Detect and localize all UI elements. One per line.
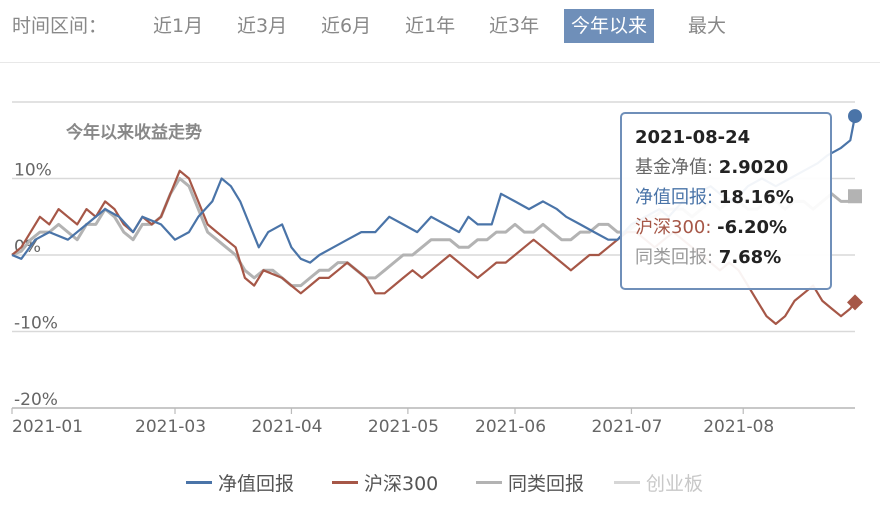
- x-tick-label: 2021-06: [475, 417, 546, 437]
- tooltip-label: 净值回报: [635, 187, 707, 208]
- range-tab-6m[interactable]: 近6月: [321, 15, 372, 37]
- tooltip-value: -6.20%: [717, 217, 788, 238]
- legend-item-chinext[interactable]: 创业板: [614, 468, 703, 500]
- legend-swatch: [332, 481, 358, 484]
- tooltip-label: 同类回报: [635, 247, 707, 268]
- legend-label: 净值回报: [218, 473, 295, 495]
- legend-item-fund[interactable]: 净值回报: [186, 468, 294, 500]
- x-tick-label: 2021-03: [135, 417, 206, 437]
- legend-label: 沪深300: [364, 473, 439, 495]
- tooltip-row-nav: 基金净值: 2.9020: [635, 153, 830, 183]
- range-selector-label: 时间区间：: [12, 15, 108, 37]
- y-tick-label: -10%: [14, 314, 58, 334]
- tooltip-sep: :: [707, 157, 719, 178]
- tooltip-sep: :: [705, 217, 718, 238]
- x-tick-label: 2021-05: [368, 417, 439, 437]
- tooltip-sep: :: [707, 247, 719, 268]
- range-tab-3m[interactable]: 近3月: [237, 15, 288, 37]
- tooltip-label: 沪深300: [635, 217, 706, 238]
- x-tick-label: 2021-08: [703, 417, 774, 437]
- legend-swatch: [614, 481, 640, 484]
- data-tooltip: 2021-08-24 基金净值: 2.9020 净值回报: 18.16% 沪深3…: [620, 112, 832, 290]
- chart-title: 今年以来收益走势: [66, 122, 202, 143]
- tooltip-value: 18.16%: [718, 187, 794, 208]
- range-tab-1m[interactable]: 近1月: [153, 15, 204, 37]
- tooltip-row-category: 同类回报: 7.68%: [635, 243, 830, 273]
- range-tab-max[interactable]: 最大: [688, 15, 727, 37]
- legend-swatch: [476, 481, 502, 484]
- tooltip-row-fund: 净值回报: 18.16%: [635, 183, 830, 213]
- range-tab-1y[interactable]: 近1年: [405, 15, 456, 37]
- tooltip-date: 2021-08-24: [635, 127, 751, 148]
- tooltip-label: 基金净值: [635, 157, 707, 178]
- range-tab-ytd[interactable]: 今年以来: [564, 9, 655, 43]
- legend-item-hs300[interactable]: 沪深300: [332, 468, 438, 500]
- x-tick-label: 2021-07: [591, 417, 662, 437]
- separator: [0, 62, 880, 63]
- y-tick-label: -20%: [14, 390, 58, 410]
- tooltip-value: 2.9020: [718, 157, 789, 178]
- hs300-end-marker: [847, 294, 863, 311]
- category-end-marker: [848, 189, 862, 204]
- range-selector: 时间区间： 近1月 近3月 近6月 近1年 近3年 今年以来 最大: [0, 0, 880, 52]
- legend-swatch: [186, 481, 212, 484]
- legend-item-category[interactable]: 同类回报: [476, 468, 584, 500]
- range-tab-3y[interactable]: 近3年: [489, 15, 540, 37]
- x-tick-label: 2021-01: [12, 417, 83, 437]
- tooltip-sep: :: [707, 187, 719, 208]
- legend-label: 同类回报: [508, 473, 585, 495]
- tooltip-row-hs300: 沪深300: -6.20%: [635, 213, 830, 243]
- y-tick-label: 10%: [14, 161, 52, 181]
- legend-label: 创业板: [646, 473, 704, 495]
- x-axis-labels: 2021-01 2021-03 2021-04 2021-05 2021-06 2021-…: [11, 408, 774, 437]
- chart-legend: 净值回报 沪深300 同类回报 创业板: [0, 468, 880, 500]
- tooltip-value: 7.68%: [718, 247, 782, 268]
- y-axis-labels: 10%0%-10%-20%: [14, 161, 58, 411]
- end-markers: [847, 109, 863, 311]
- fund-end-marker: [848, 109, 862, 124]
- x-tick-label: 2021-04: [251, 417, 322, 437]
